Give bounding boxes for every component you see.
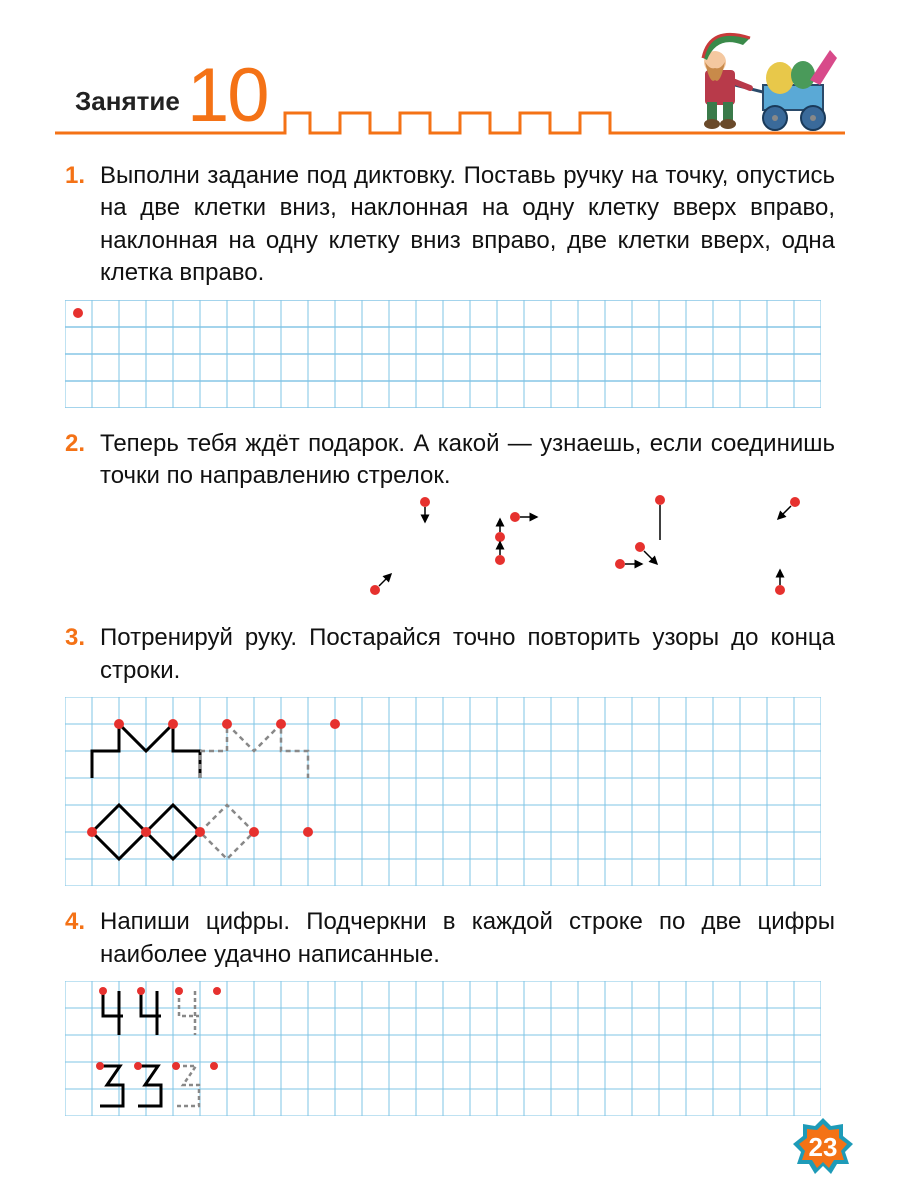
task-4-text: 4. Напиши цифры. Подчеркни в каждой стро… — [55, 906, 845, 971]
task-2-dots — [105, 492, 845, 607]
page-number: 23 — [809, 1132, 838, 1162]
task-4-number: 4. — [65, 906, 85, 938]
page-number-badge: 23 — [791, 1116, 855, 1180]
task-2-number: 2. — [65, 428, 85, 460]
task-1-text: 1. Выполни задание под диктовку. Поставь… — [55, 160, 845, 290]
task-4-body: Напиши цифры. Подчеркни в каждой строке … — [100, 908, 835, 967]
task-3-body: Потренируй руку. Постарайся точно повтор… — [100, 624, 835, 683]
task-2: 2. Теперь тебя ждёт подарок. А какой — у… — [55, 428, 845, 608]
task-2-text: 2. Теперь тебя ждёт подарок. А какой — у… — [55, 428, 845, 493]
task-1-number: 1. — [65, 160, 85, 192]
gnome-illustration — [655, 30, 845, 140]
task-2-body: Теперь тебя ждёт подарок. А какой — узна… — [100, 430, 835, 489]
lesson-header: Занятие 10 — [55, 40, 845, 135]
task-1-grid — [65, 300, 835, 413]
task-1: 1. Выполни задание под диктовку. Поставь… — [55, 160, 845, 413]
task-3: 3. Потренируй руку. Постарайся точно пов… — [55, 622, 845, 891]
task-3-text: 3. Потренируй руку. Постарайся точно пов… — [55, 622, 845, 687]
lesson-number: 10 — [187, 52, 268, 139]
task-4-grid — [65, 981, 835, 1121]
task-1-body: Выполни задание под диктовку. Поставь ру… — [100, 162, 835, 286]
lesson-label: Занятие — [75, 86, 180, 117]
task-4: 4. Напиши цифры. Подчеркни в каждой стро… — [55, 906, 845, 1121]
task-3-grid — [65, 697, 835, 891]
task-3-number: 3. — [65, 622, 85, 654]
